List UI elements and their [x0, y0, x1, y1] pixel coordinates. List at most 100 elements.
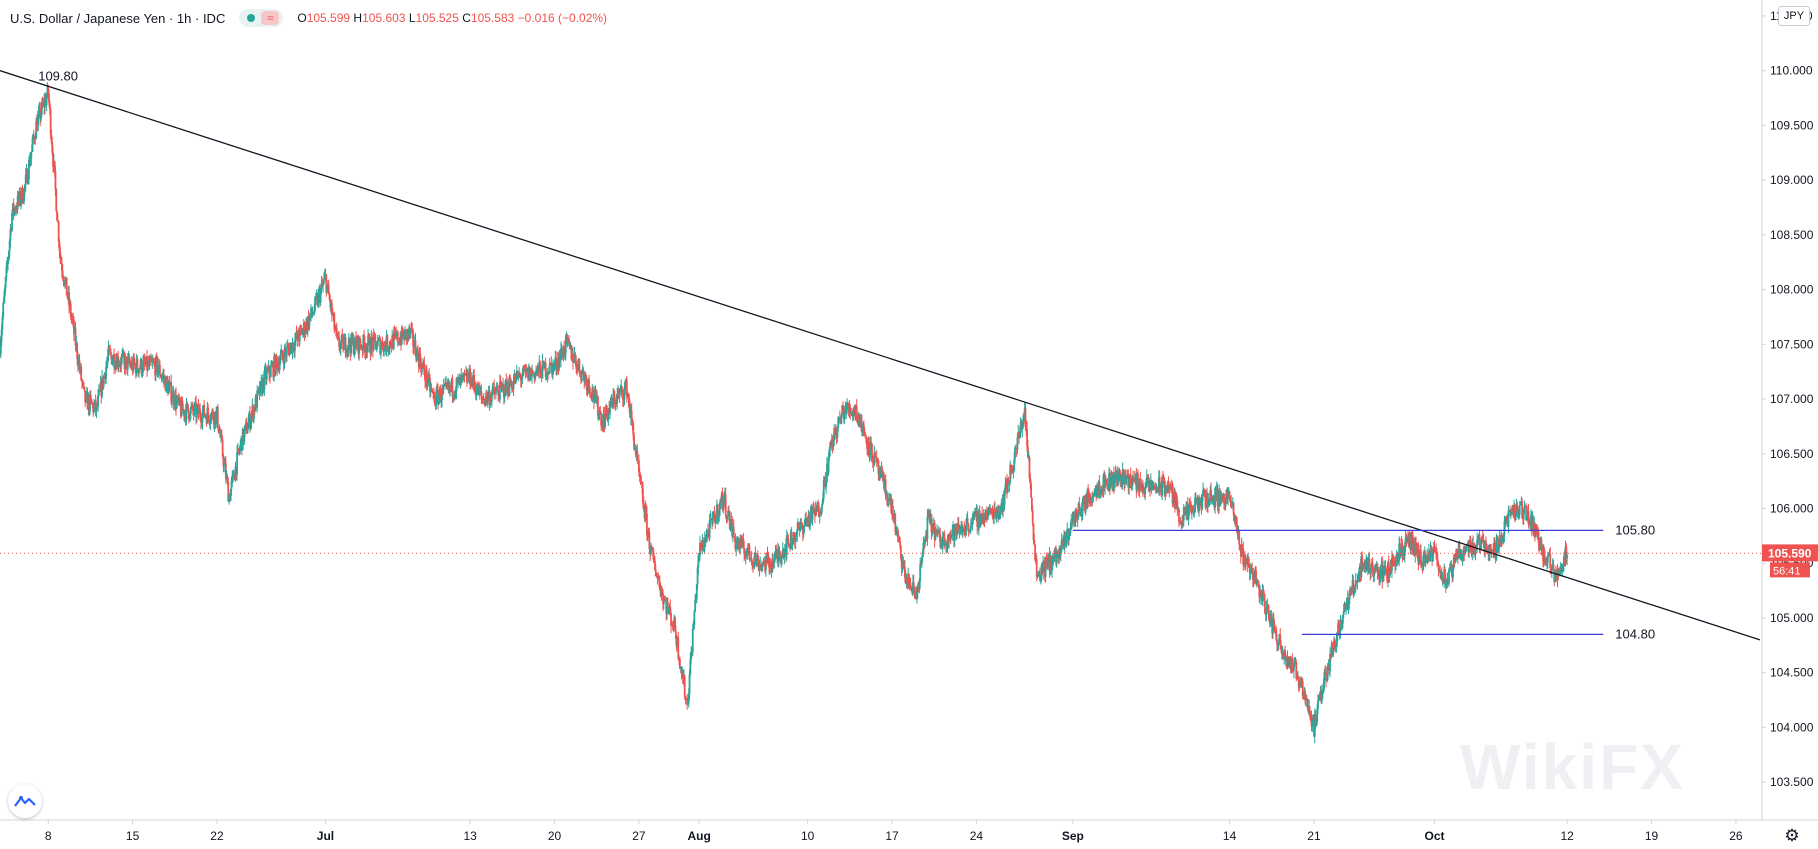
- candle-body: [922, 542, 925, 552]
- candle-body: [1397, 561, 1400, 564]
- candle-body: [111, 359, 114, 365]
- candle-body: [678, 658, 681, 669]
- candle-body: [232, 472, 235, 479]
- candle-body: [511, 389, 514, 391]
- symbol-title[interactable]: U.S. Dollar / Japanese Yen · 1h · IDC: [10, 10, 226, 26]
- candle-body: [986, 514, 989, 520]
- candle-body: [1497, 545, 1500, 554]
- candle-body: [1125, 475, 1127, 479]
- candle-body: [545, 376, 548, 378]
- candle-body: [950, 535, 953, 537]
- candle-body: [167, 385, 170, 394]
- candle-body: [363, 343, 366, 353]
- candle-body: [243, 430, 246, 442]
- candle-body: [1376, 563, 1379, 573]
- candle-body: [1086, 489, 1089, 509]
- candle-body: [1165, 485, 1168, 491]
- candle-body: [519, 374, 521, 376]
- candle-body: [48, 93, 50, 104]
- candle-body: [34, 138, 37, 140]
- candle-body: [791, 544, 794, 546]
- candle-body: [283, 348, 286, 365]
- wave-icon[interactable]: ≈: [261, 11, 280, 25]
- candle-body: [377, 338, 380, 341]
- candle-body: [15, 208, 17, 212]
- candle-body: [1, 317, 4, 331]
- candle-body: [531, 370, 534, 374]
- candle-body: [1022, 419, 1024, 428]
- candle-body: [462, 374, 464, 377]
- candle-body: [891, 506, 894, 519]
- candle-body: [1538, 547, 1541, 551]
- tradingview-logo-icon[interactable]: [8, 784, 42, 818]
- candle-body: [4, 276, 7, 289]
- candle-body: [344, 337, 347, 354]
- candle-body: [1501, 538, 1504, 543]
- candle-body: [45, 96, 48, 106]
- candle-body: [902, 561, 905, 569]
- candle-body: [1361, 555, 1364, 570]
- candle-body: [1415, 542, 1417, 544]
- candle-body: [824, 476, 827, 487]
- candle-body: [1212, 495, 1215, 501]
- candle-body: [951, 530, 954, 536]
- candle-body: [33, 137, 36, 140]
- candle-body: [719, 501, 721, 510]
- candle-body: [1234, 518, 1237, 522]
- candle-body: [788, 543, 791, 548]
- candle-body: [1264, 601, 1266, 614]
- candle-body: [972, 513, 975, 518]
- candle-body: [81, 381, 84, 383]
- candle-body: [976, 511, 979, 527]
- candle-body: [556, 369, 558, 370]
- candle-body: [343, 340, 345, 350]
- candle-body: [1035, 559, 1038, 577]
- candle-body: [432, 391, 435, 394]
- candle-body: [429, 388, 432, 392]
- candle-body: [684, 696, 687, 699]
- candle-body: [300, 328, 303, 331]
- candle-body: [336, 334, 339, 337]
- candle-body: [317, 293, 320, 306]
- candle-body: [208, 415, 210, 422]
- candle-body: [74, 328, 77, 346]
- candle-body: [165, 377, 168, 392]
- candle-body: [969, 525, 972, 530]
- currency-button[interactable]: JPY: [1778, 6, 1810, 26]
- candle-body: [1388, 574, 1391, 578]
- status-pill[interactable]: ≈: [239, 9, 284, 27]
- candle-body: [630, 410, 633, 421]
- candle-body: [1093, 489, 1096, 497]
- candle-body: [195, 408, 198, 418]
- candle-body: [751, 560, 754, 564]
- candle-body: [37, 111, 40, 118]
- candle-body: [1034, 544, 1037, 560]
- candle-body: [894, 513, 897, 532]
- candle-body: [1083, 496, 1086, 501]
- candle-body: [230, 481, 233, 490]
- candle-body: [757, 559, 760, 571]
- candle-body: [461, 376, 464, 379]
- candle-body: [141, 372, 144, 374]
- candle-body: [350, 334, 353, 354]
- candle-body: [1192, 509, 1195, 514]
- candle-body: [1216, 488, 1219, 506]
- candle-body: [746, 548, 749, 553]
- candle-body: [1108, 473, 1111, 489]
- candle-body: [558, 354, 561, 368]
- candle-body: [745, 552, 748, 556]
- candle-body: [1265, 607, 1268, 615]
- candle-body: [548, 362, 551, 373]
- candle-body: [11, 212, 13, 231]
- candle-body: [1477, 539, 1479, 541]
- candle-body: [129, 363, 132, 365]
- candle-body: [946, 541, 949, 546]
- price-tick-label: 104.500: [1770, 666, 1814, 680]
- candle-body: [927, 510, 930, 517]
- candle-body: [7, 251, 10, 260]
- candle-body: [298, 328, 301, 342]
- gear-icon[interactable]: ⚙: [1784, 826, 1800, 845]
- candle-body: [1279, 634, 1282, 646]
- candle-body: [1550, 566, 1553, 572]
